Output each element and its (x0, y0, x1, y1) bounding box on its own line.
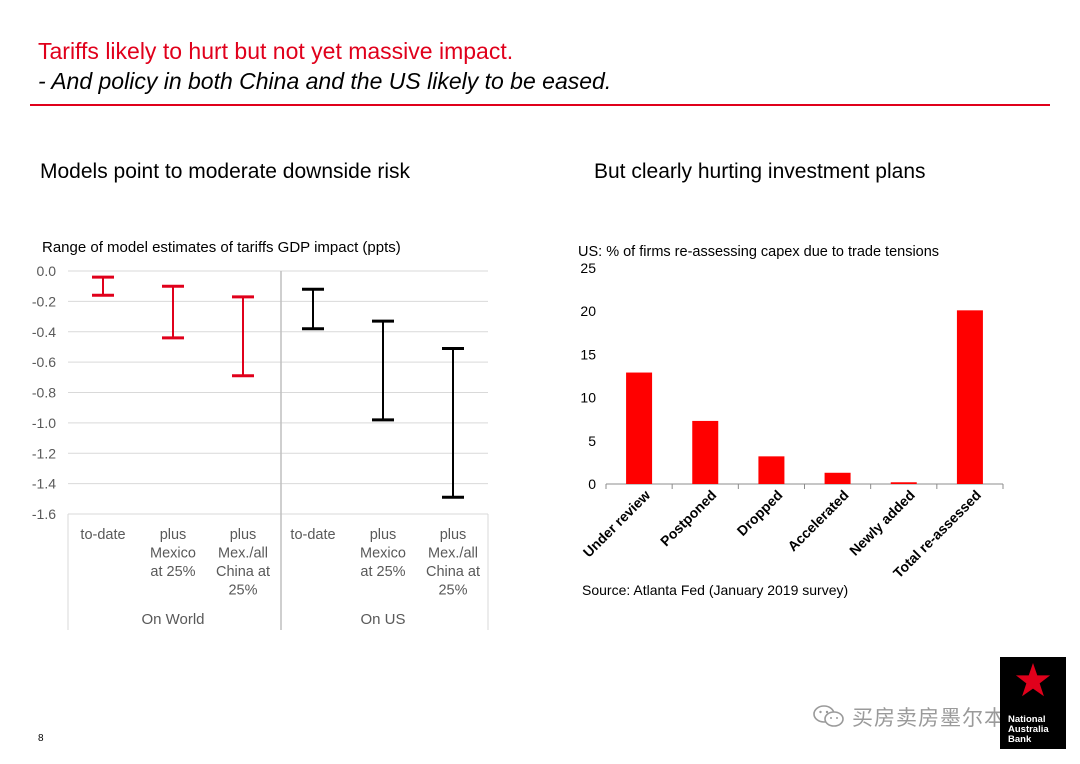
logo-text: National Australia Bank (1008, 715, 1049, 745)
x-category-label: plus Mexico at 25% (150, 527, 196, 580)
slide-title: Tariffs likely to hurt but not yet massi… (38, 38, 514, 64)
y-tick-label: 20 (580, 303, 596, 319)
y-tick-label: 0.0 (37, 263, 57, 279)
right-panel-heading: But clearly hurting investment plans (594, 160, 926, 183)
logo-line: National (1008, 714, 1046, 725)
x-category-label: to-date (80, 527, 125, 543)
star-icon (1015, 663, 1051, 697)
logo-line: Bank (1008, 734, 1032, 745)
group-label: On US (360, 611, 405, 628)
x-category-label: Under review (580, 487, 654, 561)
y-tick-label: -1.2 (32, 445, 56, 461)
chart-title: US: % of firms re-assessing capex due to… (578, 244, 939, 260)
x-category-label: Dropped (734, 487, 786, 539)
y-tick-label: 15 (580, 346, 596, 362)
left-panel-heading: Models point to moderate downside risk (40, 160, 411, 183)
bar (758, 456, 785, 484)
y-tick-label: -0.2 (32, 293, 56, 309)
y-tick-label: -1.6 (32, 506, 56, 522)
bar (824, 472, 851, 484)
wechat-icon (813, 705, 844, 727)
chart-title: Range of model estimates of tariffs GDP … (42, 239, 401, 256)
x-category-label: plus Mexico at 25% (360, 527, 406, 580)
x-category-label: Accelerated (784, 487, 851, 554)
y-tick-label: -1.4 (32, 476, 56, 492)
y-tick-label: -1.0 (32, 415, 56, 431)
group-label: On World (141, 611, 204, 628)
bar (890, 482, 917, 484)
y-tick-label: -0.8 (32, 385, 56, 401)
y-tick-label: 10 (580, 390, 596, 406)
y-tick-label: -0.4 (32, 324, 56, 340)
bar (692, 420, 719, 484)
range-chart: Range of model estimates of tariffs GDP … (32, 239, 489, 630)
y-tick-label: 25 (580, 260, 596, 276)
slide-subtitle: - And policy in both China and the US li… (38, 68, 612, 94)
bar (626, 372, 653, 484)
logo-line: Australia (1008, 724, 1049, 735)
y-tick-label: -0.6 (32, 354, 56, 370)
bar (956, 310, 983, 484)
x-category-label: Postponed (657, 487, 719, 549)
page-number: 8 (38, 733, 44, 744)
watermark-text: 买房卖房墨尔本 (852, 707, 1006, 730)
bar-chart: US: % of firms re-assessing capex due to… (578, 244, 1004, 598)
title-divider (30, 104, 1050, 106)
x-category-label: Newly added (846, 487, 918, 559)
y-tick-label: 0 (588, 476, 596, 492)
chart-source: Source: Atlanta Fed (January 2019 survey… (582, 582, 848, 598)
y-tick-label: 5 (588, 433, 596, 449)
x-category-label: plus Mex./all China at 25% (216, 527, 270, 599)
nab-logo: National Australia Bank (1000, 657, 1066, 749)
x-category-label: to-date (290, 527, 335, 543)
x-category-label: plus Mex./all China at 25% (426, 527, 480, 599)
